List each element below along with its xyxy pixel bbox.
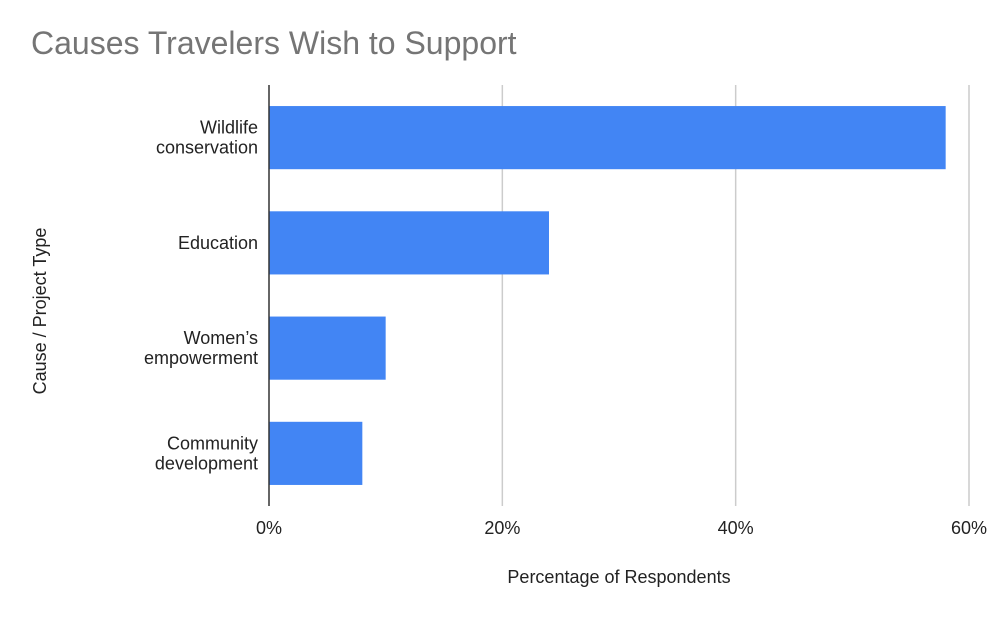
bars bbox=[269, 106, 946, 485]
bar bbox=[269, 106, 946, 170]
y-category-label: Community development bbox=[155, 433, 258, 473]
x-tick-label: 0% bbox=[256, 518, 282, 538]
bar bbox=[269, 211, 549, 275]
bar bbox=[269, 316, 386, 380]
y-category-label: Women’s empowerment bbox=[144, 328, 258, 368]
bar bbox=[269, 421, 363, 485]
y-axis-title: Cause / Project Type bbox=[30, 228, 50, 395]
x-axis-title: Percentage of Respondents bbox=[507, 567, 730, 587]
labels: 0% 20% 40% 60% Wildlife conservation Education… bbox=[144, 118, 987, 538]
x-tick-label: 40% bbox=[718, 518, 754, 538]
chart-title: Causes Travelers Wish to Support bbox=[31, 25, 517, 61]
y-category-label: Wildlife conservation bbox=[156, 118, 258, 158]
x-tick-label: 20% bbox=[484, 518, 520, 538]
x-tick-label: 60% bbox=[951, 518, 987, 538]
y-category-label: Education bbox=[178, 233, 258, 253]
